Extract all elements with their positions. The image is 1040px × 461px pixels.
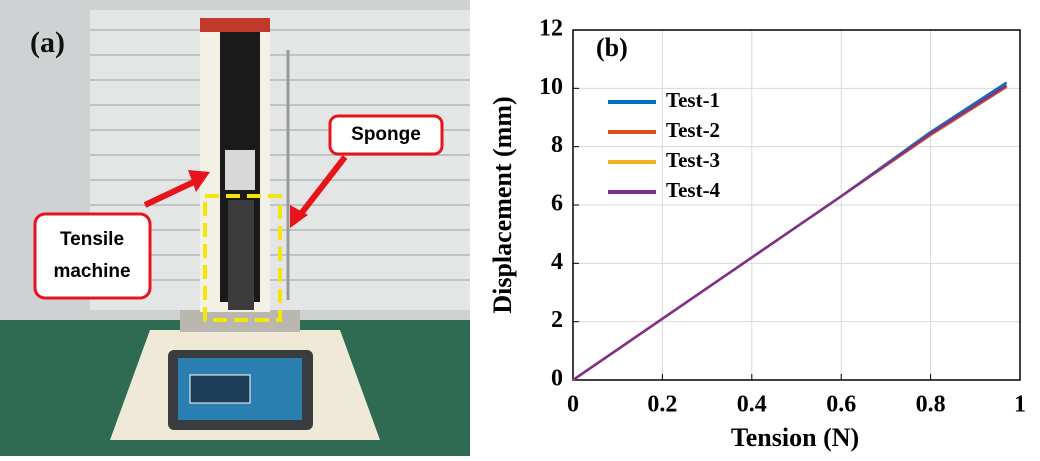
panel-label: (b) xyxy=(596,33,628,62)
y-tick-label: 4 xyxy=(551,249,563,275)
x-tick-label: 0.2 xyxy=(647,392,677,418)
x-axis-label: Tension (N) xyxy=(731,423,859,452)
legend-label: Test-2 xyxy=(666,118,720,142)
panel-label: (a) xyxy=(30,26,65,59)
y-tick-label: 0 xyxy=(551,366,563,392)
callout-text: Tensile xyxy=(60,229,124,250)
y-tick-label: 2 xyxy=(551,307,563,333)
callout-box xyxy=(328,114,444,156)
x-tick-label: 0.4 xyxy=(737,392,767,418)
y-tick-label: 12 xyxy=(539,16,563,42)
y-tick-label: 8 xyxy=(551,132,563,158)
y-axis-label: Displacement (mm) xyxy=(488,96,517,313)
x-tick-label: 0.8 xyxy=(916,392,946,418)
y-tick-label: 10 xyxy=(539,74,563,100)
x-tick-label: 0 xyxy=(567,392,579,418)
legend-label: Test-3 xyxy=(666,148,720,172)
x-tick-label: 1 xyxy=(1014,392,1026,418)
callout-box xyxy=(33,212,152,300)
photo: (a) Sponge Tensile machine xyxy=(0,0,470,456)
legend-label: Test-4 xyxy=(666,178,721,202)
callout-text: machine xyxy=(53,261,130,282)
x-tick-label: 0.6 xyxy=(826,392,856,418)
y-tick-label: 6 xyxy=(551,191,563,217)
callout-text: Sponge xyxy=(351,124,421,145)
plot-frame xyxy=(572,29,1021,381)
legend-label: Test-1 xyxy=(666,88,720,112)
data-line xyxy=(572,84,1008,382)
